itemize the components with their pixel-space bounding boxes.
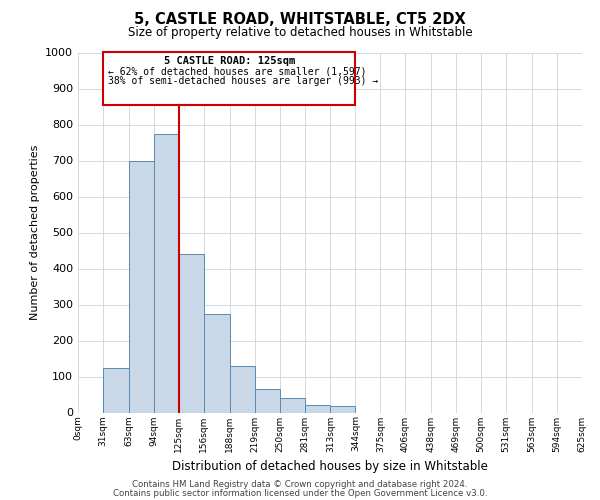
Bar <box>331 406 355 412</box>
Bar <box>254 389 280 412</box>
Text: Contains HM Land Registry data © Crown copyright and database right 2024.: Contains HM Land Registry data © Crown c… <box>132 480 468 489</box>
Text: Size of property relative to detached houses in Whitstable: Size of property relative to detached ho… <box>128 26 472 39</box>
Text: Contains public sector information licensed under the Open Government Licence v3: Contains public sector information licen… <box>113 488 487 498</box>
Bar <box>280 398 305 412</box>
Bar <box>230 366 254 412</box>
Bar <box>103 52 355 104</box>
Bar <box>103 368 129 412</box>
X-axis label: Distribution of detached houses by size in Whitstable: Distribution of detached houses by size … <box>172 460 488 473</box>
Bar <box>305 404 331 412</box>
Text: ← 62% of detached houses are smaller (1,597): ← 62% of detached houses are smaller (1,… <box>108 66 367 76</box>
Bar <box>154 134 179 412</box>
Bar <box>129 160 154 412</box>
Text: 38% of semi-detached houses are larger (993) →: 38% of semi-detached houses are larger (… <box>108 76 378 86</box>
Bar <box>179 254 204 412</box>
Text: 5 CASTLE ROAD: 125sqm: 5 CASTLE ROAD: 125sqm <box>164 56 295 66</box>
Y-axis label: Number of detached properties: Number of detached properties <box>29 145 40 320</box>
Text: 5, CASTLE ROAD, WHITSTABLE, CT5 2DX: 5, CASTLE ROAD, WHITSTABLE, CT5 2DX <box>134 12 466 28</box>
Bar <box>204 314 230 412</box>
